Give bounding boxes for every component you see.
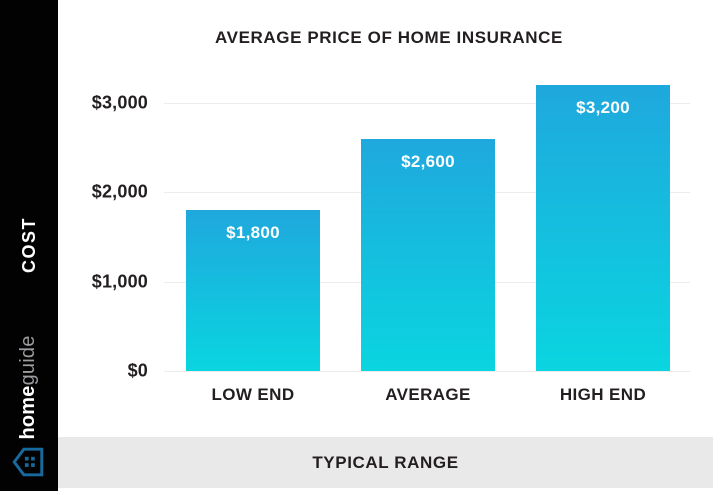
x-category-label: AVERAGE <box>385 385 471 404</box>
y-tick-label: $3,000 <box>91 92 148 113</box>
brand-home-text: home <box>16 385 39 440</box>
x-category-label: LOW END <box>211 385 295 404</box>
house-icon <box>12 447 44 476</box>
bar-value-label: $1,800 <box>226 223 280 243</box>
bar-high-end: $3,200 <box>536 85 670 371</box>
footer-label: TYPICAL RANGE <box>312 452 459 472</box>
gridline <box>164 371 690 372</box>
chart-title: AVERAGE PRICE OF HOME INSURANCE <box>215 28 563 47</box>
bar-low-end: $1,800 <box>186 210 320 371</box>
brand-guide-text: guide <box>16 335 39 386</box>
sidebar: COST homeguide <box>0 0 58 491</box>
homeguide-logo: homeguide <box>10 328 46 484</box>
homeguide-wordmark: homeguide <box>17 335 40 439</box>
y-tick-label: $1,000 <box>91 271 148 292</box>
bar-value-label: $3,200 <box>576 98 630 118</box>
bar-value-label: $2,600 <box>401 151 455 171</box>
footer-strip: TYPICAL RANGE <box>58 437 713 488</box>
gridline <box>164 103 690 104</box>
y-tick-label: $0 <box>127 360 148 381</box>
bar-average: $2,600 <box>361 138 495 371</box>
x-category-label: HIGH END <box>559 385 647 404</box>
y-axis-title: COST <box>19 217 39 274</box>
y-tick-label: $2,000 <box>91 181 148 202</box>
